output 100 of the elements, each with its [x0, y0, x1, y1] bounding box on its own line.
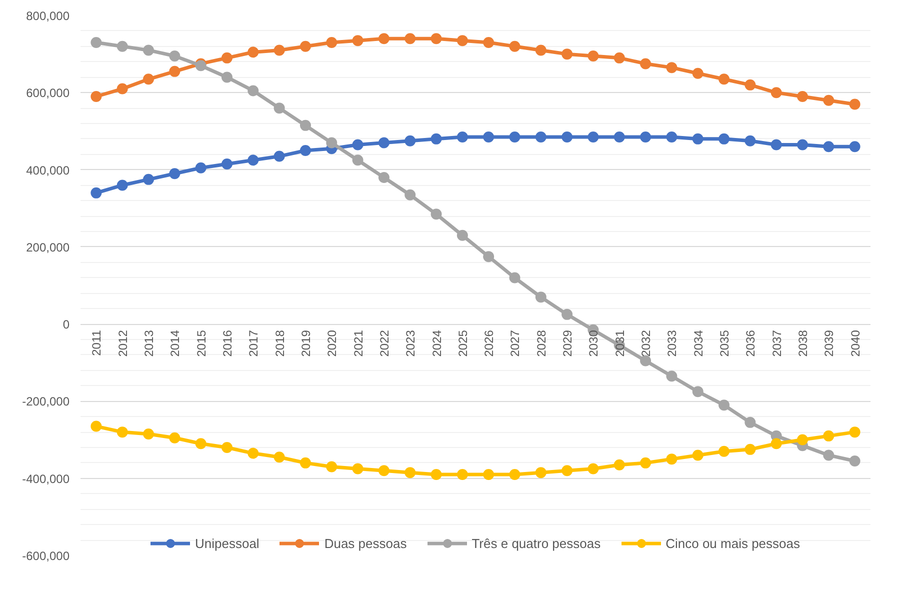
point [326, 137, 338, 148]
x-tick-label: 2027 [508, 330, 522, 357]
x-tick-label: 2021 [351, 330, 366, 357]
point [640, 58, 652, 70]
x-tick-label: 2033 [665, 330, 680, 357]
x-tick-label: 2025 [456, 330, 470, 357]
point [378, 172, 390, 183]
point [116, 83, 128, 94]
x-tick-label: 2030 [586, 330, 601, 357]
point [718, 446, 730, 457]
x-tick-label: 2020 [325, 330, 340, 357]
point [509, 40, 520, 52]
x-tick-label: 2015 [194, 330, 208, 357]
x-tick-label: 2040 [848, 330, 862, 357]
point [562, 48, 573, 60]
point [562, 465, 573, 476]
point [248, 85, 259, 96]
x-tick-label: 2019 [298, 330, 313, 357]
point [692, 386, 704, 398]
point [849, 98, 860, 110]
y-tick-label: 400,000 [26, 163, 70, 178]
point [116, 426, 128, 438]
point [535, 132, 546, 142]
point [823, 141, 834, 152]
x-tick-label: 2035 [718, 330, 732, 357]
point [718, 74, 730, 85]
y-tick-label: 800,000 [26, 9, 70, 23]
x-tick-label: 2012 [116, 330, 130, 357]
point [666, 62, 678, 74]
y-tick-label: -400,000 [22, 472, 70, 486]
point [666, 454, 678, 465]
point [90, 420, 102, 432]
point [614, 132, 625, 142]
point [796, 434, 808, 446]
point [352, 35, 364, 46]
point [300, 145, 311, 156]
point [404, 189, 416, 200]
point [326, 461, 338, 472]
point [483, 469, 494, 480]
point [535, 292, 546, 303]
x-tick-label: 2028 [534, 330, 548, 357]
x-tick-label: 2038 [796, 330, 810, 357]
point [770, 438, 782, 450]
point [274, 102, 285, 114]
point [456, 469, 468, 480]
x-tick-label: 2031 [612, 330, 627, 357]
x-tick-label: 2018 [272, 330, 287, 357]
point [770, 87, 782, 98]
point [404, 467, 416, 478]
point [352, 154, 364, 166]
point [300, 40, 311, 52]
legend-label: Unipessoal [195, 536, 260, 550]
point [430, 33, 442, 44]
point [692, 68, 704, 79]
point [378, 33, 390, 44]
point [274, 150, 285, 162]
point [90, 37, 102, 48]
point [718, 133, 730, 144]
point [456, 35, 468, 46]
point [143, 174, 154, 185]
x-tick-label: 2037 [770, 330, 784, 357]
point [666, 132, 678, 142]
point [588, 50, 599, 62]
y-tick-label: -600,000 [22, 549, 70, 563]
point [378, 465, 390, 476]
point [640, 457, 652, 468]
point [378, 137, 390, 148]
x-tick-label: 2039 [822, 330, 836, 357]
legend-label: Cinco ou mais pessoas [666, 536, 800, 550]
point [274, 44, 285, 56]
point [169, 50, 180, 62]
legend-label: Duas pessoas [324, 536, 407, 550]
point [692, 133, 704, 144]
point [90, 91, 102, 102]
point [221, 72, 232, 83]
point [221, 52, 232, 64]
point [430, 469, 442, 480]
point [849, 426, 860, 438]
point [509, 469, 520, 480]
point [430, 208, 442, 220]
point [744, 444, 756, 455]
point [562, 308, 573, 320]
x-tick-label: 2023 [404, 330, 418, 357]
point [143, 428, 154, 440]
y-tick-label: -200,000 [22, 394, 70, 409]
point [483, 37, 494, 48]
point [430, 133, 442, 144]
point [823, 450, 834, 461]
point [666, 370, 678, 382]
point [326, 37, 338, 48]
point [274, 452, 285, 463]
point [744, 79, 756, 90]
point [509, 132, 520, 142]
point [692, 450, 704, 461]
x-tick-label: 2032 [639, 330, 654, 357]
point [535, 467, 546, 478]
point [169, 168, 180, 180]
point [744, 135, 756, 146]
point [718, 400, 730, 411]
point [849, 456, 860, 466]
